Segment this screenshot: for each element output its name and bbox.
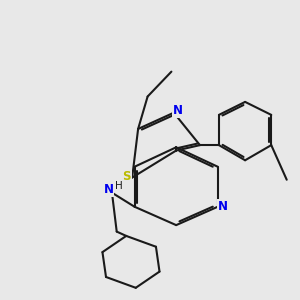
Text: N: N (173, 104, 183, 117)
Text: H: H (115, 181, 122, 191)
Text: N: N (218, 200, 228, 213)
Text: S: S (123, 169, 131, 183)
Text: N: N (103, 183, 113, 196)
